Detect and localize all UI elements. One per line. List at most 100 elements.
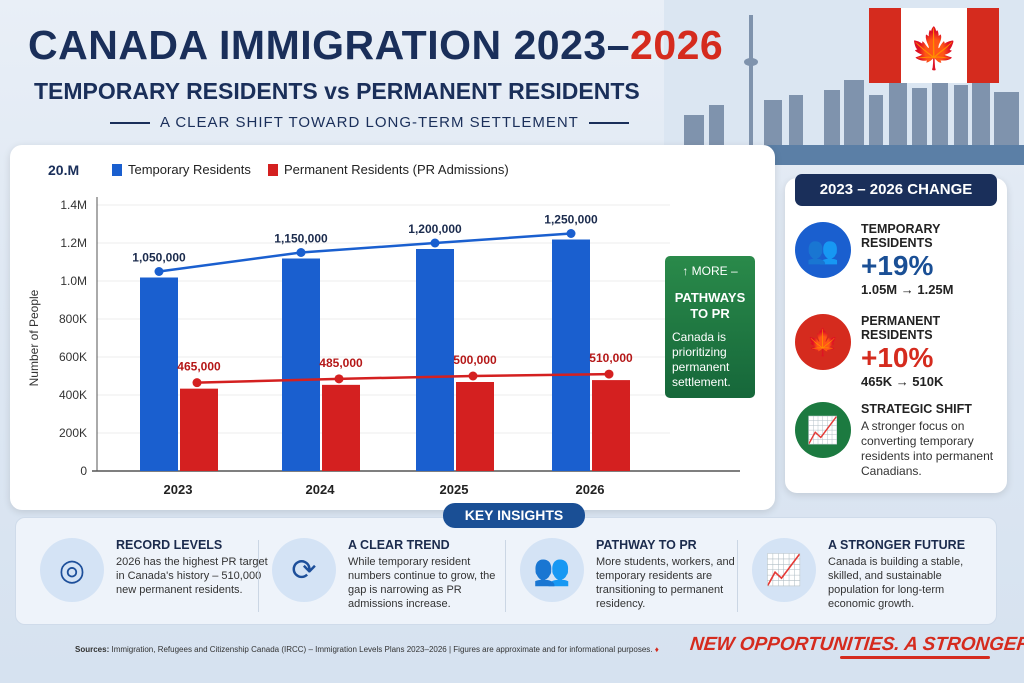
bar-permanent xyxy=(180,388,218,471)
data-label: 465,000 xyxy=(177,360,221,374)
maple-leaf-icon: ♦ xyxy=(654,645,659,654)
change-header: 2023 – 2026 CHANGE xyxy=(795,174,997,206)
y-tick-label: 800K xyxy=(59,312,87,326)
data-label: 1,200,000 xyxy=(408,222,462,236)
divider xyxy=(588,121,629,124)
bar-permanent xyxy=(456,382,494,471)
insight-title: RECORD LEVELS xyxy=(116,538,223,552)
y-tick-label: 200K xyxy=(59,426,87,440)
people-icon: 👥 xyxy=(520,538,584,602)
chart-card xyxy=(10,145,775,510)
data-point xyxy=(154,267,164,276)
callout-more: ↑ MORE – xyxy=(672,264,748,278)
legend-permanent: Permanent Residents (PR Admissions) xyxy=(268,162,509,177)
title-main: CANADA IMMIGRATION 2023– xyxy=(28,22,631,68)
slogan-underline xyxy=(840,656,990,659)
data-point xyxy=(430,238,440,248)
stat-permanent: 🍁 PERMANENT RESIDENTS +10% 465K → 510K xyxy=(795,314,1005,389)
data-label: 510,000 xyxy=(589,351,633,365)
x-tick-label: 2025 xyxy=(440,482,469,497)
data-point xyxy=(334,374,344,384)
insight-body: More students, workers, and temporary re… xyxy=(596,556,735,610)
insight-title: A STRONGER FUTURE xyxy=(828,538,966,552)
divider xyxy=(737,540,738,612)
insight-stronger-future: 📈 A STRONGER FUTURE Canada is building a s… xyxy=(752,538,982,611)
data-point xyxy=(566,229,576,238)
data-label: 1,050,000 xyxy=(132,251,186,265)
toronto-skyline-image: 🍁 xyxy=(664,0,1024,165)
stat-range: 1.05M → 1.25M xyxy=(861,282,954,297)
y-tick-label: 400K xyxy=(59,388,87,402)
key-insights-header: KEY INSIGHTS xyxy=(443,503,585,528)
stat-percent: +19% xyxy=(861,250,934,281)
legend-swatch-blue xyxy=(112,163,122,176)
title-year: 2026 xyxy=(630,22,724,68)
bar-temporary xyxy=(552,239,590,471)
stat-title: PERMANENT RESIDENTS xyxy=(861,314,941,342)
stat-temporary: 👥 TEMPORARY RESIDENTS +19% 1.05M → 1.25M xyxy=(795,222,1005,297)
callout-body: Canada is prioritizing permanent settlem… xyxy=(672,330,731,389)
bar-temporary xyxy=(140,277,178,471)
divider xyxy=(110,121,150,124)
insight-body: 2026 has the highest PR target in Canada… xyxy=(116,556,268,596)
bar-temporary xyxy=(282,258,320,471)
legend-label: Temporary Residents xyxy=(128,162,251,177)
y-tick-label: 1.4M xyxy=(60,198,87,212)
y-tick-label: 0 xyxy=(80,464,87,478)
trend-line-temporary xyxy=(158,232,572,273)
svg-text:🍁: 🍁 xyxy=(909,25,959,71)
tagline: A CLEAR SHIFT TOWARD LONG-TERM SETTLEMEN… xyxy=(110,114,629,131)
key-insights-panel xyxy=(15,517,997,625)
bar-permanent xyxy=(322,384,360,471)
data-label: 1,150,000 xyxy=(274,232,328,246)
stat-title: STRATEGIC SHIFT xyxy=(861,402,972,416)
page-subtitle: TEMPORARY RESIDENTS vs PERMANENT RESIDEN… xyxy=(34,78,640,104)
insight-body: Canada is building a stable, skilled, an… xyxy=(828,556,964,610)
x-tick-label: 2026 xyxy=(576,482,605,497)
callout-more-label: MORE – xyxy=(691,264,738,278)
people-icon: 👥 xyxy=(795,222,851,278)
target-icon: ◎ xyxy=(40,538,104,602)
refresh-icon: ⟳ xyxy=(272,538,336,602)
legend-temporary: Temporary Residents xyxy=(112,162,251,177)
maple-leaf-icon: 🍁 xyxy=(795,314,851,370)
x-tick-label: 2024 xyxy=(306,482,336,497)
callout-title: PATHWAYS TO PR xyxy=(674,290,746,321)
pathways-callout: ↑ MORE – PATHWAYS TO PR Canada is priori… xyxy=(665,256,755,398)
y-axis-label: Number of People xyxy=(27,289,41,386)
insight-clear-trend: ⟳ A CLEAR TREND While temporary resident n… xyxy=(272,538,502,611)
page-title: CANADA IMMIGRATION 2023–2026 xyxy=(28,22,723,69)
sources-label: Sources: xyxy=(75,645,110,654)
insight-pathway: 👥 PATHWAY TO PR More students, workers, an… xyxy=(520,538,750,611)
bar-chart: 0 200K 400K 600K 800K 1.0M 1.2M 1.4M Number of P… xyxy=(27,197,740,497)
data-point xyxy=(296,248,306,257)
data-label: 500,000 xyxy=(453,353,497,367)
data-point xyxy=(468,371,478,381)
insight-body: While temporary resident numbers continu… xyxy=(348,556,496,610)
divider xyxy=(258,540,259,612)
growth-chart-icon: 📈 xyxy=(795,402,851,458)
trend-line-permanent xyxy=(196,372,610,384)
stat-body: A stronger focus on converting temporary… xyxy=(861,419,994,478)
legend-label: Permanent Residents (PR Admissions) xyxy=(284,162,509,177)
data-point xyxy=(604,369,614,379)
slogan: NEW OPPORTUNITIES. A STRONGER FUTURE. xyxy=(688,634,1024,655)
insight-title: A CLEAR TREND xyxy=(348,538,450,552)
bar-temporary xyxy=(416,249,454,471)
legend-swatch-red xyxy=(268,163,278,176)
stat-shift: 📈 STRATEGIC SHIFT A stronger focus on co… xyxy=(795,402,1005,479)
x-tick-label: 2023 xyxy=(164,482,193,497)
data-label: 485,000 xyxy=(319,356,363,370)
growth-chart-icon: 📈 xyxy=(752,538,816,602)
data-label: 1,250,000 xyxy=(544,213,598,227)
bar-permanent xyxy=(592,380,630,471)
tagline-text: A CLEAR SHIFT TOWARD LONG-TERM SETTLEMEN… xyxy=(160,114,579,131)
y-tick-label: 600K xyxy=(59,350,87,364)
stat-range: 465K → 510K xyxy=(861,374,944,389)
data-point xyxy=(192,378,202,388)
y-tick-label: 1.0M xyxy=(60,274,87,288)
sources-note: Sources: Immigration, Refugees and Citiz… xyxy=(75,645,659,654)
canada-flag-icon: 🍁 xyxy=(869,8,999,83)
insight-title: PATHWAY TO PR xyxy=(596,538,697,552)
sources-text: Immigration, Refugees and Citizenship Ca… xyxy=(111,645,653,654)
